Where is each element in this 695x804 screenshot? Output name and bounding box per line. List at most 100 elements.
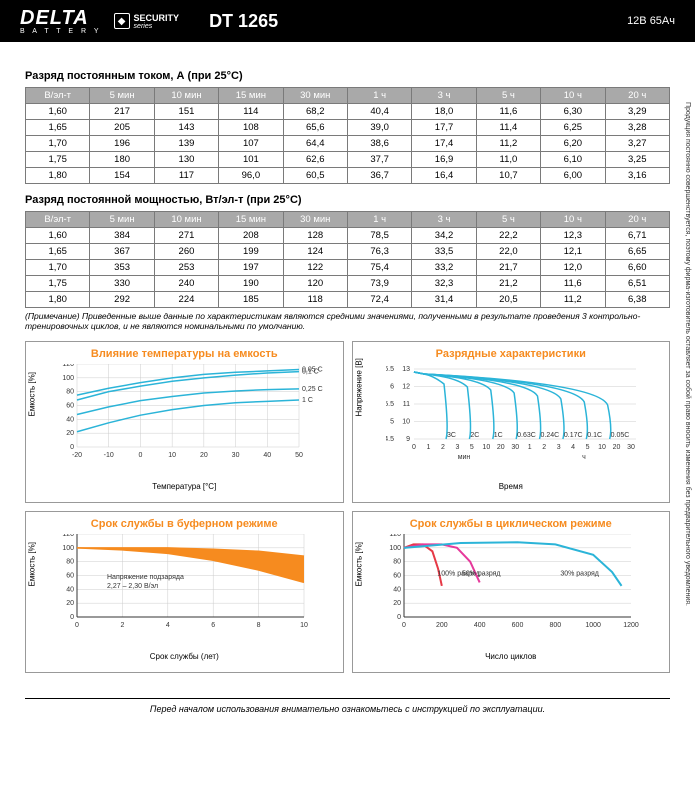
svg-text:-10: -10 bbox=[104, 452, 114, 459]
svg-text:60: 60 bbox=[66, 403, 74, 410]
chart1-title: Влияние температуры на емкость bbox=[34, 348, 335, 360]
svg-text:20: 20 bbox=[66, 431, 74, 438]
table-header: 5 ч bbox=[476, 212, 540, 228]
svg-text:120: 120 bbox=[62, 364, 74, 368]
svg-text:40: 40 bbox=[263, 452, 271, 459]
svg-text:200: 200 bbox=[435, 622, 447, 629]
table-cell: 367 bbox=[90, 244, 154, 260]
table-cell: 330 bbox=[90, 276, 154, 292]
svg-text:5: 5 bbox=[469, 444, 473, 451]
table-cell: 114 bbox=[219, 104, 283, 120]
svg-text:3: 3 bbox=[455, 444, 459, 451]
chart4-ylabel: Емкость [%] bbox=[354, 542, 363, 587]
svg-text:40: 40 bbox=[66, 417, 74, 424]
svg-text:4: 4 bbox=[166, 622, 170, 629]
chart2-xlabel: Время bbox=[499, 482, 523, 491]
svg-text:3C: 3C bbox=[447, 432, 456, 439]
svg-text:100: 100 bbox=[62, 545, 74, 552]
svg-text:0: 0 bbox=[70, 444, 74, 451]
table-header: 5 мин bbox=[90, 212, 154, 228]
svg-text:мин: мин bbox=[457, 454, 470, 461]
svg-text:0.05C: 0.05C bbox=[610, 432, 629, 439]
table-cell: 11,2 bbox=[476, 136, 540, 152]
svg-text:6: 6 bbox=[211, 622, 215, 629]
svg-text:1 C: 1 C bbox=[302, 397, 313, 404]
table-cell: 1,80 bbox=[26, 168, 90, 184]
table-cell: 292 bbox=[90, 292, 154, 308]
discharge-current-table: В/эл-т5 мин10 мин15 мин30 мин1 ч3 ч5 ч10… bbox=[25, 87, 670, 184]
chart4-xlabel: Число циклов bbox=[485, 652, 536, 661]
table-cell: 11,6 bbox=[541, 276, 605, 292]
svg-text:0: 0 bbox=[402, 622, 406, 629]
table-cell: 122 bbox=[283, 260, 347, 276]
table-header: 20 ч bbox=[605, 88, 669, 104]
chart1-xlabel: Температура [°С] bbox=[152, 482, 216, 491]
svg-text:60: 60 bbox=[393, 573, 401, 580]
table-cell: 1,80 bbox=[26, 292, 90, 308]
table-cell: 12,0 bbox=[541, 260, 605, 276]
svg-text:30: 30 bbox=[232, 452, 240, 459]
table-cell: 3,29 bbox=[605, 104, 669, 120]
svg-text:400: 400 bbox=[473, 622, 485, 629]
svg-text:-20: -20 bbox=[72, 452, 82, 459]
table-cell: 139 bbox=[154, 136, 218, 152]
svg-text:0,1 C: 0,1 C bbox=[302, 369, 319, 376]
table-cell: 101 bbox=[219, 152, 283, 168]
svg-text:60: 60 bbox=[66, 573, 74, 580]
chart-temperature-capacity: Влияние температуры на емкость Емкость [… bbox=[25, 341, 344, 503]
table-cell: 33,5 bbox=[412, 244, 476, 260]
table-cell: 143 bbox=[154, 120, 218, 136]
table-cell: 36,7 bbox=[347, 168, 411, 184]
table-header: 5 ч bbox=[476, 88, 540, 104]
table-row: 1,7533024019012073,932,321,211,66,51 bbox=[26, 276, 670, 292]
svg-text:10: 10 bbox=[168, 452, 176, 459]
svg-text:3: 3 bbox=[556, 444, 560, 451]
table-row: 1,6536726019912476,333,522,012,16,65 bbox=[26, 244, 670, 260]
svg-text:Напряжение подзаряда: Напряжение подзаряда bbox=[107, 574, 184, 581]
chart3-svg: 0204060801001200246810Напряжение подзаря… bbox=[59, 534, 324, 644]
table-header: 5 мин bbox=[90, 88, 154, 104]
table-cell: 32,3 bbox=[412, 276, 476, 292]
table-cell: 72,4 bbox=[347, 292, 411, 308]
table-cell: 3,25 bbox=[605, 152, 669, 168]
table-cell: 21,2 bbox=[476, 276, 540, 292]
table-cell: 12,1 bbox=[541, 244, 605, 260]
table-cell: 68,2 bbox=[283, 104, 347, 120]
table-cell: 6,51 bbox=[605, 276, 669, 292]
svg-text:20: 20 bbox=[496, 444, 504, 451]
svg-text:2,27 – 2,30 В/эл: 2,27 – 2,30 В/эл bbox=[107, 583, 158, 590]
svg-text:4: 4 bbox=[571, 444, 575, 451]
table-cell: 96,0 bbox=[219, 168, 283, 184]
tables-note: (Примечание) Приведенные выше данные по … bbox=[25, 311, 670, 331]
table-cell: 6,25 bbox=[541, 120, 605, 136]
table-cell: 260 bbox=[154, 244, 218, 260]
table-cell: 151 bbox=[154, 104, 218, 120]
table-cell: 118 bbox=[283, 292, 347, 308]
svg-text:80: 80 bbox=[393, 559, 401, 566]
table-cell: 128 bbox=[283, 228, 347, 244]
table-cell: 64,4 bbox=[283, 136, 347, 152]
chart-discharge-characteristics: Разрядные характеристики Напряжение [В] … bbox=[352, 341, 671, 503]
chart3-ylabel: Емкость [%] bbox=[28, 542, 37, 587]
svg-text:40: 40 bbox=[393, 587, 401, 594]
table-row: 1,7518013010162,637,716,911,06,103,25 bbox=[26, 152, 670, 168]
svg-text:0,25 C: 0,25 C bbox=[302, 386, 323, 393]
table-cell: 11,4 bbox=[476, 120, 540, 136]
svg-text:20: 20 bbox=[393, 601, 401, 608]
table-cell: 130 bbox=[154, 152, 218, 168]
table-cell: 20,5 bbox=[476, 292, 540, 308]
table-cell: 6,65 bbox=[605, 244, 669, 260]
svg-text:80: 80 bbox=[66, 389, 74, 396]
table-cell: 117 bbox=[154, 168, 218, 184]
chart1-svg: 020406080100120-20-10010203040500,05 C0,… bbox=[59, 364, 324, 474]
security-label: SECURITY bbox=[134, 13, 180, 23]
svg-text:13: 13 bbox=[402, 366, 410, 373]
svg-text:100: 100 bbox=[389, 545, 401, 552]
table-row: 1,7035325319712275,433,221,712,06,60 bbox=[26, 260, 670, 276]
discharge-power-table: В/эл-т5 мин10 мин15 мин30 мин1 ч3 ч5 ч10… bbox=[25, 211, 670, 308]
table-cell: 75,4 bbox=[347, 260, 411, 276]
table-cell: 253 bbox=[154, 260, 218, 276]
brand-sublabel: B A T T E R Y bbox=[20, 28, 102, 35]
side-disclaimer: Продукция постоянно совершенствуется, по… bbox=[683, 102, 691, 802]
svg-text:2: 2 bbox=[542, 444, 546, 451]
